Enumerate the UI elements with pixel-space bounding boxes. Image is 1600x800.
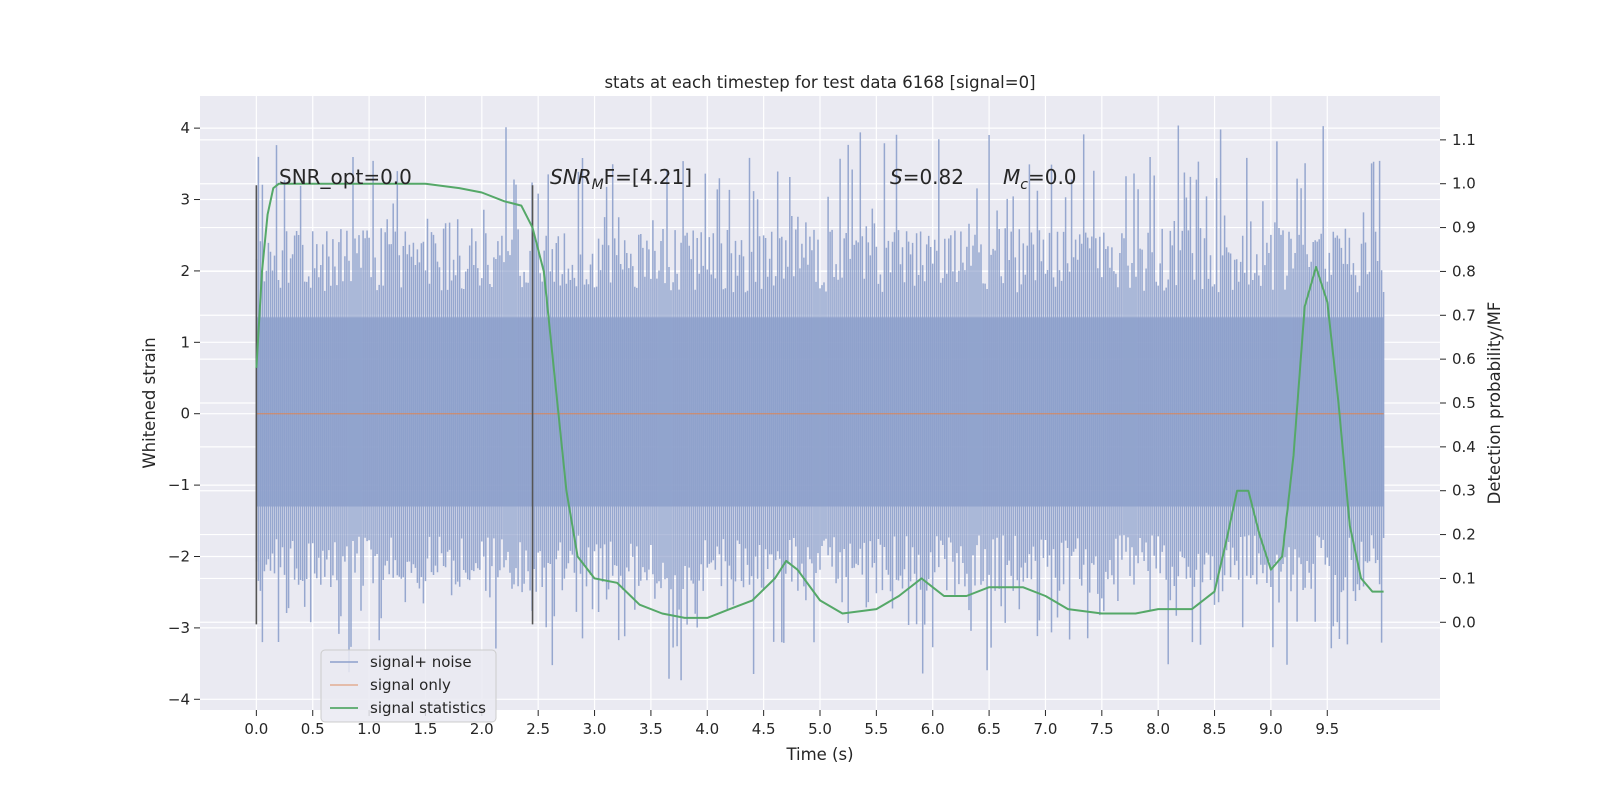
chart-title: stats at each timestep for test data 616…	[604, 73, 1035, 92]
x-axis-label: Time (s)	[785, 745, 853, 764]
annotation-s: S=0.82	[890, 165, 964, 189]
x-tick-label: 2.5	[526, 720, 550, 738]
x-tick-label: 9.5	[1315, 720, 1339, 738]
legend-box	[320, 649, 497, 723]
y-right-tick-label: 0.8	[1452, 262, 1476, 280]
x-tick-label: 7.0	[1034, 720, 1058, 738]
x-tick-label: 5.5	[864, 720, 888, 738]
y-axis-label: Whitened strain	[140, 337, 159, 468]
annotation-snr-mf-sub: M	[592, 177, 604, 193]
legend-label-signal-noise: signal+ noise	[370, 653, 472, 671]
annotation-mc-value: =0.0	[1028, 165, 1077, 189]
y-right-tick-label: 0.3	[1452, 482, 1476, 500]
x-tick-label: 0.0	[244, 720, 268, 738]
x-tick-label: 3.5	[639, 720, 663, 738]
y-tick-label: −3	[168, 619, 190, 637]
x-tick-label: 3.0	[583, 720, 607, 738]
x-tick-label: 0.5	[301, 720, 325, 738]
y-right-tick-label: 0.7	[1452, 306, 1476, 324]
annotation-snr-mf: SNRMF=[4.21]	[550, 165, 692, 193]
y-right-tick-label: 0.4	[1452, 438, 1476, 456]
y-tick-label: −4	[168, 690, 190, 708]
signal-noise-series	[255, 125, 1385, 681]
y-axis-ticks: −4 −3 −2 −1 0 1 2 3 4	[168, 119, 200, 708]
y-right-tick-label: 1.0	[1452, 175, 1476, 193]
x-tick-label: 8.5	[1203, 720, 1227, 738]
y-right-tick-label: 0.2	[1452, 526, 1476, 544]
annotation-snr-opt: SNR_opt=0.0	[279, 165, 412, 189]
x-tick-label: 6.0	[921, 720, 945, 738]
x-tick-label: 4.5	[752, 720, 776, 738]
y-right-tick-label: 0.9	[1452, 219, 1476, 237]
annotation-mc: Mc=0.0	[1003, 165, 1077, 193]
signal-statistics-line	[255, 182, 1384, 619]
y-tick-label: −1	[168, 476, 190, 494]
y-tick-label: 2	[180, 262, 190, 280]
x-tick-label: 1.0	[357, 720, 381, 738]
x-tick-label: 4.0	[695, 720, 719, 738]
annotation-s-main: S	[890, 165, 903, 189]
y-right-tick-label: 0.0	[1452, 613, 1476, 631]
annotation-mc-sub: c	[1020, 177, 1028, 193]
y-axis-right-ticks: 0.0 0.1 0.2 0.3 0.4 0.5 0.6 0.7 0.8 0.9 1.0 1.1	[1440, 131, 1476, 631]
y-axis-right-label: Detection probability/MF	[1485, 302, 1504, 505]
y-right-tick-label: 0.5	[1452, 394, 1476, 412]
x-tick-label: 9.0	[1259, 720, 1283, 738]
annotation-snr-mf-value: F=[4.21]	[604, 165, 692, 189]
legend-label-signal-statistics: signal statistics	[370, 699, 486, 717]
y-tick-label: 0	[180, 405, 190, 423]
x-axis-ticks: 0.0 0.5 1.0 1.5 2.0 2.5 3.0 3.5 4.0 4.5 5.0 5.5 6.0 6…	[244, 710, 1339, 738]
annotation-s-value: =0.82	[903, 165, 964, 189]
x-tick-label: 8.0	[1146, 720, 1170, 738]
x-tick-label: 7.5	[1090, 720, 1114, 738]
y-right-tick-label: 0.6	[1452, 350, 1476, 368]
annotation-mc-main: M	[1003, 165, 1020, 189]
legend-label-signal-only: signal only	[370, 676, 451, 694]
y-tick-label: −2	[168, 548, 190, 566]
x-tick-label: 5.0	[808, 720, 832, 738]
signal-statistics-series	[255, 182, 1384, 619]
y-right-tick-label: 1.1	[1452, 131, 1476, 149]
y-tick-label: 1	[180, 333, 190, 351]
event-markers	[255, 185, 534, 625]
x-tick-label: 6.5	[977, 720, 1001, 738]
legend: signal+ noise signal only signal statist…	[320, 649, 497, 723]
y-tick-label: 3	[180, 191, 190, 209]
y-tick-label: 4	[180, 119, 190, 137]
annotation-snr-mf-main: SNR	[550, 165, 592, 189]
x-tick-label: 1.5	[414, 720, 438, 738]
y-right-tick-label: 0.1	[1452, 569, 1476, 587]
x-tick-label: 2.0	[470, 720, 494, 738]
